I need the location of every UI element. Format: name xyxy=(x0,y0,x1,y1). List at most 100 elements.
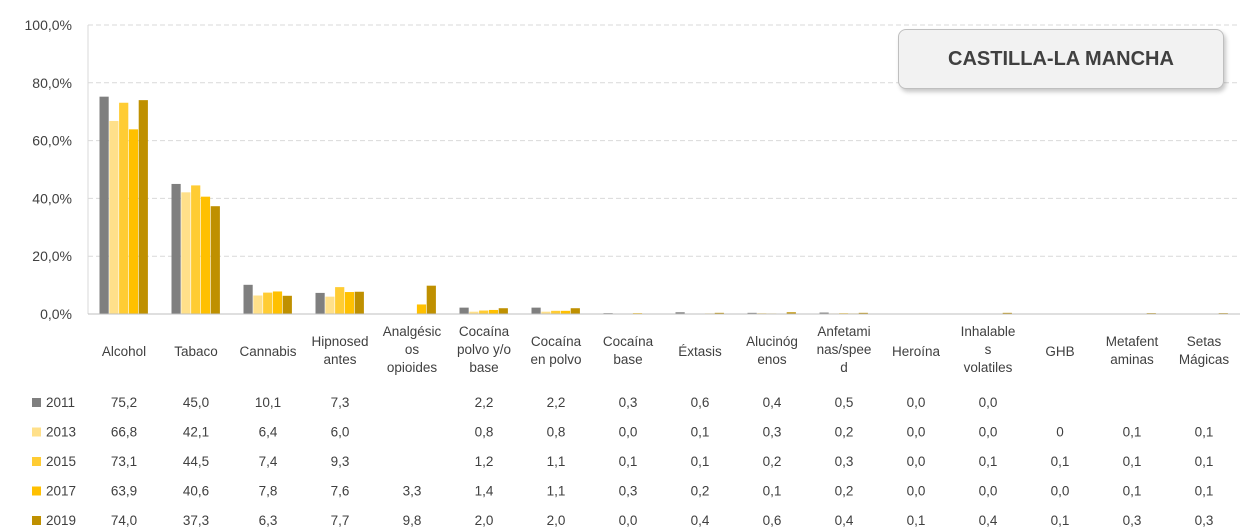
data-label: 6,3 xyxy=(259,513,278,528)
category-label: Heroína xyxy=(892,344,941,359)
data-label: 45,0 xyxy=(183,395,209,410)
category-label: nas/spee xyxy=(817,342,872,357)
data-label: 1,1 xyxy=(547,454,566,469)
category-label: opioides xyxy=(387,360,438,375)
data-label: 0 xyxy=(1056,425,1064,440)
data-label: 0,1 xyxy=(1051,454,1070,469)
data-label: 0,0 xyxy=(1051,484,1070,499)
legend-label: 2013 xyxy=(46,425,76,440)
bar xyxy=(426,285,436,314)
bar xyxy=(99,96,109,314)
bar xyxy=(488,309,499,314)
bar xyxy=(200,196,211,314)
legend-swatch xyxy=(32,457,41,466)
data-label: 0,2 xyxy=(835,425,854,440)
data-label: 7,4 xyxy=(259,454,278,469)
category-label: enos xyxy=(757,352,787,367)
data-label: 3,3 xyxy=(403,484,422,499)
y-tick-label: 60,0% xyxy=(32,133,72,149)
data-label: 0,8 xyxy=(547,425,566,440)
y-tick-label: 80,0% xyxy=(32,75,72,91)
category-label: Éxtasis xyxy=(678,344,722,359)
category-label: Cocaína xyxy=(603,334,654,349)
data-label: 0,6 xyxy=(691,395,710,410)
bar xyxy=(479,310,489,314)
bar xyxy=(714,312,724,314)
data-label: 0,1 xyxy=(979,454,998,469)
chart-title: CASTILLA-LA MANCHA xyxy=(898,29,1224,89)
data-label: 37,3 xyxy=(183,513,209,528)
data-label: 1,4 xyxy=(475,484,494,499)
bar xyxy=(675,312,685,314)
data-label: 0,3 xyxy=(763,425,782,440)
category-label: Cannabis xyxy=(239,344,296,359)
category-label: polvo y/o xyxy=(457,342,511,357)
bar xyxy=(171,183,181,314)
data-label: 0,4 xyxy=(763,395,782,410)
category-label: en polvo xyxy=(530,352,581,367)
data-label: 0,1 xyxy=(1123,454,1142,469)
data-label: 0,3 xyxy=(1123,513,1142,528)
data-label: 0,0 xyxy=(907,425,926,440)
legend-label: 2019 xyxy=(46,513,76,528)
data-label: 7,6 xyxy=(331,484,350,499)
bar xyxy=(344,292,355,314)
legend-swatch xyxy=(32,516,41,525)
bar xyxy=(109,120,119,314)
category-label: Cocaína xyxy=(459,324,510,339)
data-label: 0,0 xyxy=(907,484,926,499)
data-label: 0,3 xyxy=(619,484,638,499)
bar xyxy=(1002,312,1012,314)
bar xyxy=(315,292,325,314)
category-label: aminas xyxy=(1110,352,1154,367)
data-label: 0,1 xyxy=(1195,484,1214,499)
data-label: 0,6 xyxy=(763,513,782,528)
data-label: 0,0 xyxy=(619,513,638,528)
category-label: GHB xyxy=(1045,344,1074,359)
category-label: os xyxy=(405,342,420,357)
bar xyxy=(354,291,364,314)
bar xyxy=(263,292,273,314)
bar xyxy=(459,307,469,314)
data-label: 44,5 xyxy=(183,454,209,469)
data-label: 0,1 xyxy=(1051,513,1070,528)
data-label: 0,0 xyxy=(979,425,998,440)
bar xyxy=(786,312,796,314)
category-label: Alcohol xyxy=(102,344,146,359)
bar xyxy=(551,310,561,314)
bar xyxy=(819,312,829,314)
data-label: 0,4 xyxy=(691,513,710,528)
data-label: 0,0 xyxy=(619,425,638,440)
bar xyxy=(128,129,139,314)
category-label: Metafent xyxy=(1106,334,1159,349)
data-label: 0,0 xyxy=(979,484,998,499)
bar xyxy=(560,310,571,314)
data-label: 0,2 xyxy=(691,484,710,499)
category-label: Alucinóg xyxy=(746,334,798,349)
category-label: base xyxy=(469,360,498,375)
bar xyxy=(531,307,541,314)
category-label: s xyxy=(985,342,992,357)
legend-label: 2015 xyxy=(46,454,76,469)
bar xyxy=(858,312,868,314)
y-tick-label: 0,0% xyxy=(40,306,72,322)
legend-label: 2017 xyxy=(46,484,76,499)
bar xyxy=(253,295,263,314)
data-label: 0,1 xyxy=(691,425,710,440)
legend-swatch xyxy=(32,427,41,437)
bar xyxy=(747,312,757,314)
bar xyxy=(119,102,129,315)
bar xyxy=(416,304,427,314)
category-label: base xyxy=(613,352,642,367)
data-label: 0,1 xyxy=(619,454,638,469)
data-label: 1,1 xyxy=(547,484,566,499)
bar xyxy=(243,284,253,314)
data-label: 0,8 xyxy=(475,425,494,440)
bar xyxy=(282,295,292,314)
data-label: 73,1 xyxy=(111,454,137,469)
data-label: 10,1 xyxy=(255,395,281,410)
bar xyxy=(498,308,508,314)
data-label: 66,8 xyxy=(111,425,137,440)
data-label: 0,3 xyxy=(835,454,854,469)
